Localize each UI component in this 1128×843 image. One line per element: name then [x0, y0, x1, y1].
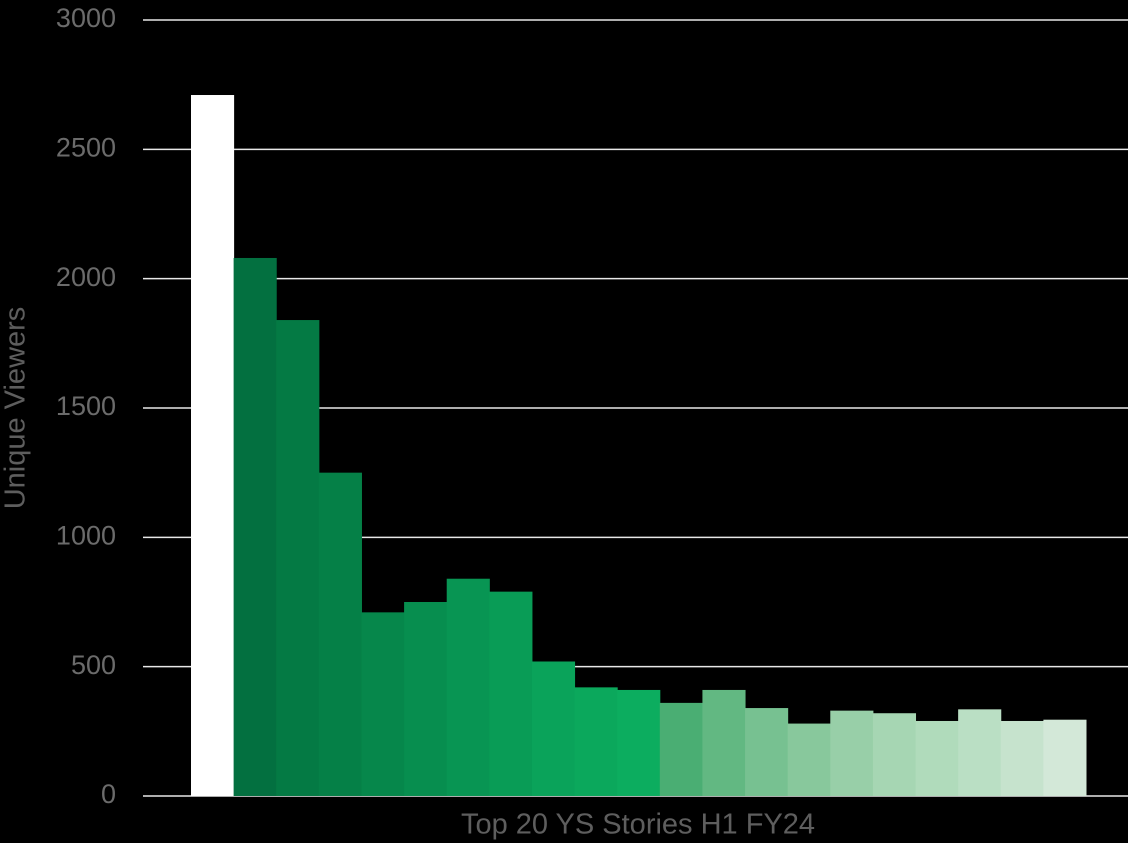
y-tick-label: 500 — [71, 650, 116, 680]
bar — [745, 708, 789, 796]
bar — [787, 723, 831, 796]
y-tick-label: 3000 — [56, 3, 116, 33]
y-tick-label: 2000 — [56, 262, 116, 292]
bar — [1043, 719, 1087, 796]
bar — [446, 578, 490, 796]
bar — [702, 689, 746, 796]
bar — [1000, 720, 1044, 796]
bar — [574, 687, 618, 796]
bar — [915, 720, 959, 796]
bar — [489, 591, 533, 796]
bar — [531, 661, 576, 796]
bar — [872, 713, 917, 796]
bar — [318, 472, 362, 796]
bar — [191, 95, 235, 797]
x-axis-title: Top 20 YS Stories H1 FY24 — [461, 809, 815, 841]
y-tick-label: 2500 — [56, 132, 116, 162]
bar — [659, 702, 703, 796]
bar — [361, 612, 405, 796]
bar — [830, 710, 874, 796]
y-tick-label: 0 — [101, 779, 116, 809]
bar — [233, 257, 277, 796]
y-tick-label: 1500 — [56, 391, 116, 421]
bar — [958, 709, 1002, 796]
y-tick-label: 1000 — [56, 520, 116, 550]
bar — [276, 320, 320, 796]
bar — [404, 602, 448, 796]
y-axis-title: Unique Viewers — [0, 307, 32, 510]
bar — [617, 689, 661, 796]
